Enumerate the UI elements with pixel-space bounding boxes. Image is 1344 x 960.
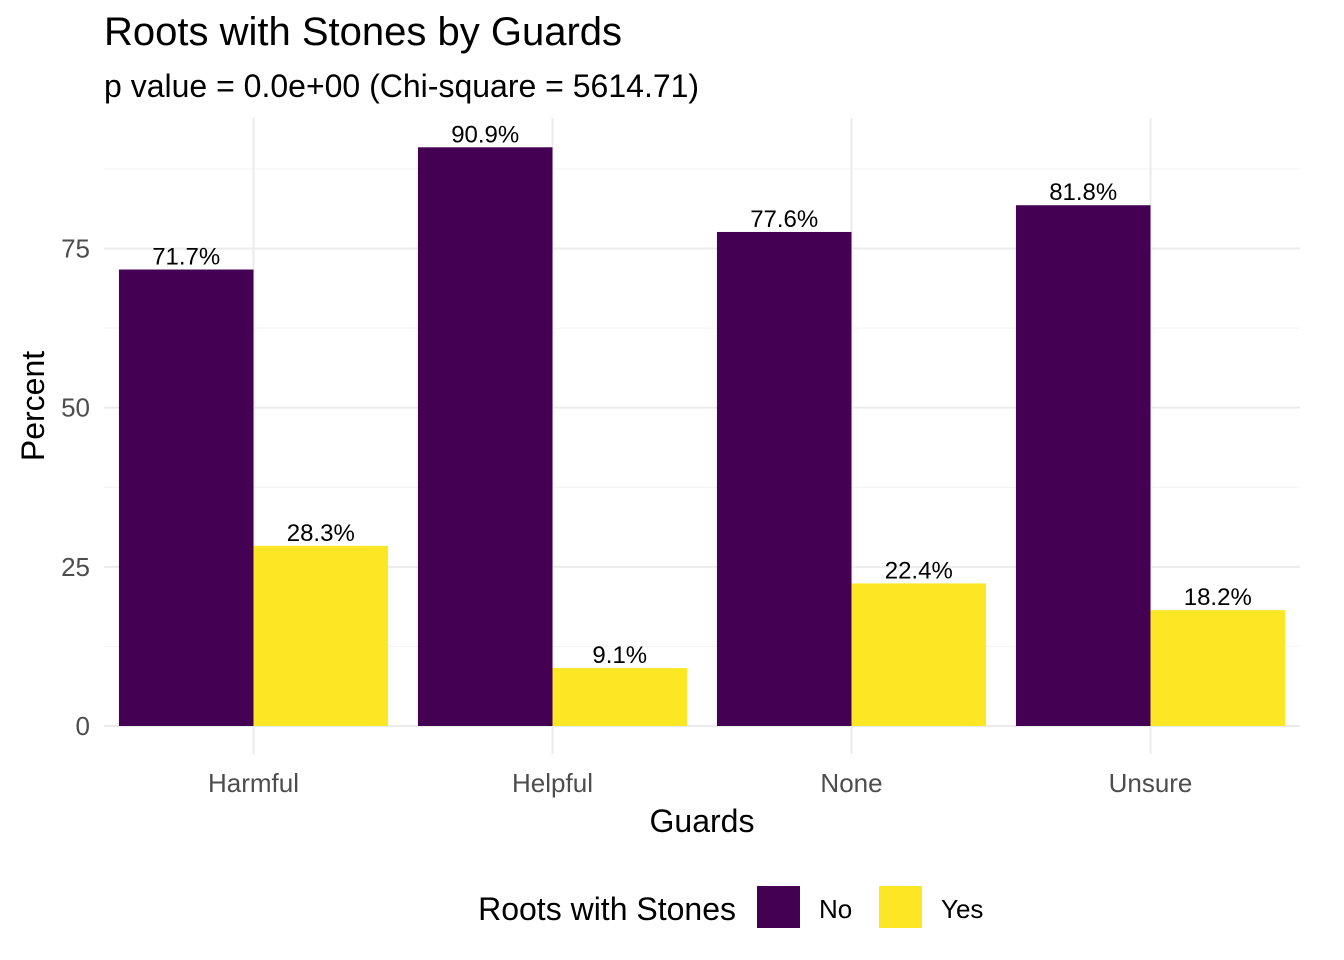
data-label: 77.6%	[750, 206, 818, 233]
x-tick-label: Unsure	[1109, 768, 1193, 798]
legend-label-yes: Yes	[941, 894, 983, 924]
bar-no-harmful	[118, 269, 254, 726]
bar-no-none	[716, 231, 852, 726]
x-tick-label: None	[820, 768, 882, 798]
bar-no-helpful	[417, 147, 553, 726]
bar-yes-helpful	[552, 668, 688, 726]
data-label: 71.7%	[152, 244, 220, 271]
x-tick-label: Helpful	[512, 768, 593, 798]
y-tick-label: 25	[61, 552, 90, 582]
bar-yes-unsure	[1150, 610, 1286, 726]
data-label: 90.9%	[451, 121, 519, 148]
data-label: 28.3%	[287, 520, 355, 547]
x-axis-title: Guards	[650, 803, 755, 839]
chart-title: Roots with Stones by Guards	[104, 10, 623, 54]
y-tick-label: 75	[61, 234, 90, 264]
legend-key-yes	[879, 886, 922, 928]
y-tick-label: 0	[76, 711, 90, 741]
bar-no-unsure	[1015, 205, 1151, 726]
data-label: 22.4%	[885, 557, 953, 584]
legend-title: Roots with Stones	[478, 891, 736, 927]
y-axis-title: Percent	[15, 351, 51, 461]
data-label: 81.8%	[1049, 179, 1117, 206]
bar-yes-harmful	[253, 545, 389, 726]
data-label: 18.2%	[1184, 584, 1252, 611]
y-tick-label: 50	[61, 393, 90, 423]
legend-key-no	[757, 886, 800, 928]
data-label: 9.1%	[592, 642, 647, 669]
legend-label-no: No	[819, 894, 852, 924]
chart-subtitle: p value = 0.0e+00 (Chi-square = 5614.71)	[104, 68, 700, 104]
x-tick-label: Harmful	[208, 768, 299, 798]
bar-yes-none	[851, 583, 987, 726]
